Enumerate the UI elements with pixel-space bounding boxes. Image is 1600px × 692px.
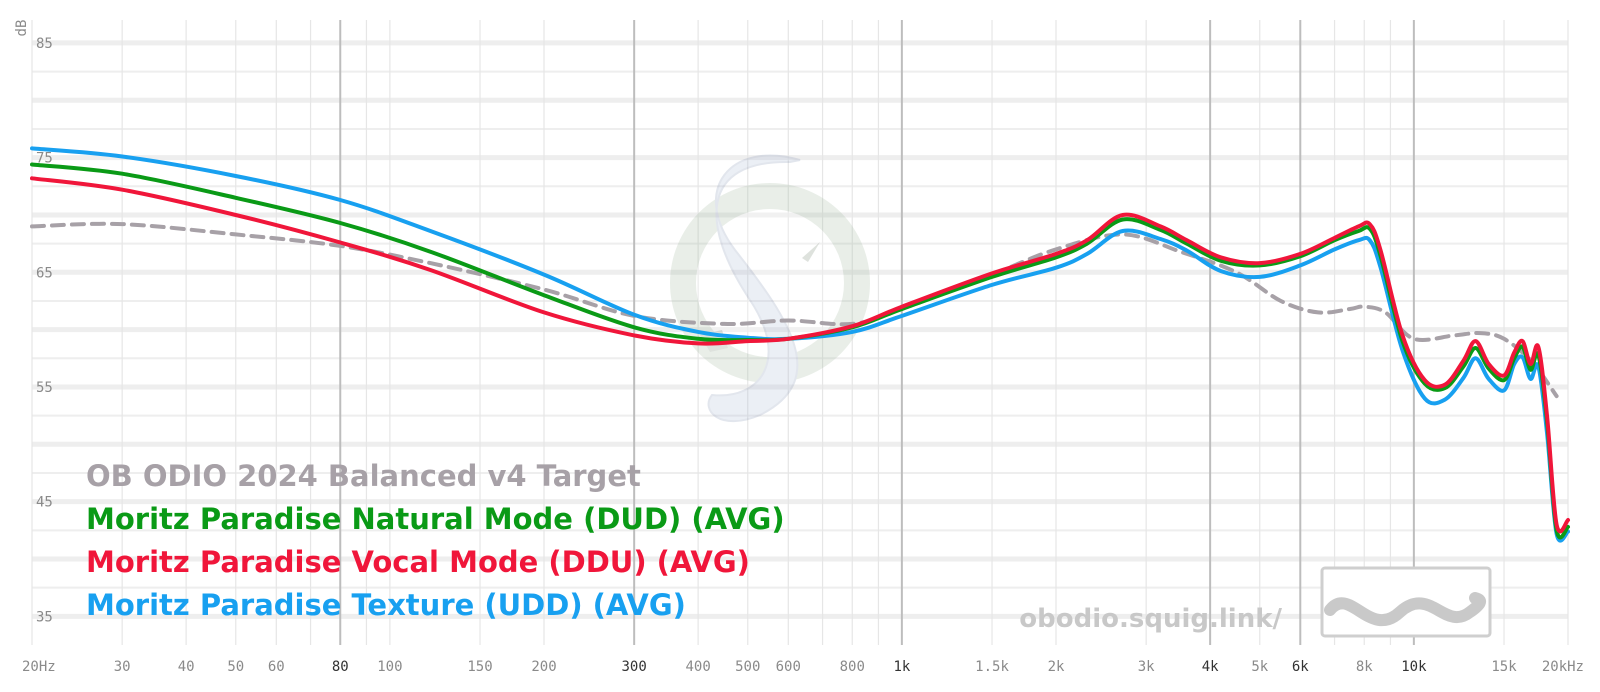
x-tick-label: 20kHz bbox=[1542, 659, 1584, 675]
wave-icon bbox=[1324, 592, 1486, 626]
series-line-vocal bbox=[30, 176, 1570, 534]
x-tick-label: 600 bbox=[776, 659, 801, 675]
x-axis-tick-labels: 20Hz 30 40 50 60 80 100 150 200 300 400 500 600 800 1k… bbox=[22, 659, 1584, 675]
y-tick-label: 85 bbox=[36, 36, 53, 52]
y-tick-label: 65 bbox=[36, 265, 53, 281]
x-tick-label: 4k bbox=[1202, 659, 1219, 675]
squig-logo-watermark bbox=[670, 154, 870, 423]
x-tick-label: 40 bbox=[178, 659, 195, 675]
minor-gridlines bbox=[32, 40, 1568, 619]
x-tick-label: 100 bbox=[377, 659, 402, 675]
legend-entry-natural: Moritz Paradise Natural Mode (DUD) (AVG) bbox=[86, 502, 785, 536]
x-tick-label: 8k bbox=[1356, 659, 1373, 675]
y-tick-label: 75 bbox=[36, 151, 53, 167]
x-tick-label: 6k bbox=[1292, 659, 1309, 675]
x-tick-label: 1k bbox=[893, 659, 910, 675]
x-tick-label: 300 bbox=[622, 659, 647, 675]
x-tick-label: 150 bbox=[467, 659, 492, 675]
x-tick-label: 60 bbox=[268, 659, 285, 675]
legend-entry-texture: Moritz Paradise Texture (UDD) (AVG) bbox=[86, 588, 686, 622]
legend: OB ODIO 2024 Balanced v4 Target Moritz Pa… bbox=[86, 459, 785, 622]
x-tick-label: 10k bbox=[1401, 659, 1427, 675]
x-tick-label: 3k bbox=[1138, 659, 1155, 675]
x-tick-label: 30 bbox=[114, 659, 131, 675]
y-axis-label: dB bbox=[14, 20, 30, 37]
squiglink-logo-box bbox=[1320, 566, 1492, 638]
y-tick-label: 55 bbox=[36, 380, 53, 396]
x-tick-label: 1.5k bbox=[975, 659, 1009, 675]
x-tick-label: 200 bbox=[531, 659, 556, 675]
x-tick-label: 400 bbox=[685, 659, 710, 675]
series-lines bbox=[30, 146, 1570, 543]
x-tick-label: 50 bbox=[227, 659, 244, 675]
series-line-texture bbox=[30, 146, 1570, 543]
watermark-url: obodio.squig.link/ bbox=[1019, 604, 1282, 634]
x-tick-label: 2k bbox=[1048, 659, 1065, 675]
x-tick-label: 5k bbox=[1251, 659, 1268, 675]
y-tick-label: 45 bbox=[36, 495, 53, 511]
x-tick-label: 15k bbox=[1491, 659, 1517, 675]
x-tick-label: 80 bbox=[332, 659, 349, 675]
vertical-gridlines bbox=[31, 20, 1569, 645]
legend-entry-vocal: Moritz Paradise Vocal Mode (DDU) (AVG) bbox=[86, 545, 750, 579]
y-axis-tick-labels: 85 75 65 55 45 35 bbox=[36, 36, 53, 625]
x-tick-label: 20Hz bbox=[22, 659, 56, 675]
series-line-target bbox=[30, 221, 1559, 399]
x-tick-label: 500 bbox=[735, 659, 760, 675]
legend-entry-target: OB ODIO 2024 Balanced v4 Target bbox=[86, 459, 641, 493]
x-tick-label: 800 bbox=[840, 659, 865, 675]
y-tick-label: 35 bbox=[36, 609, 53, 625]
